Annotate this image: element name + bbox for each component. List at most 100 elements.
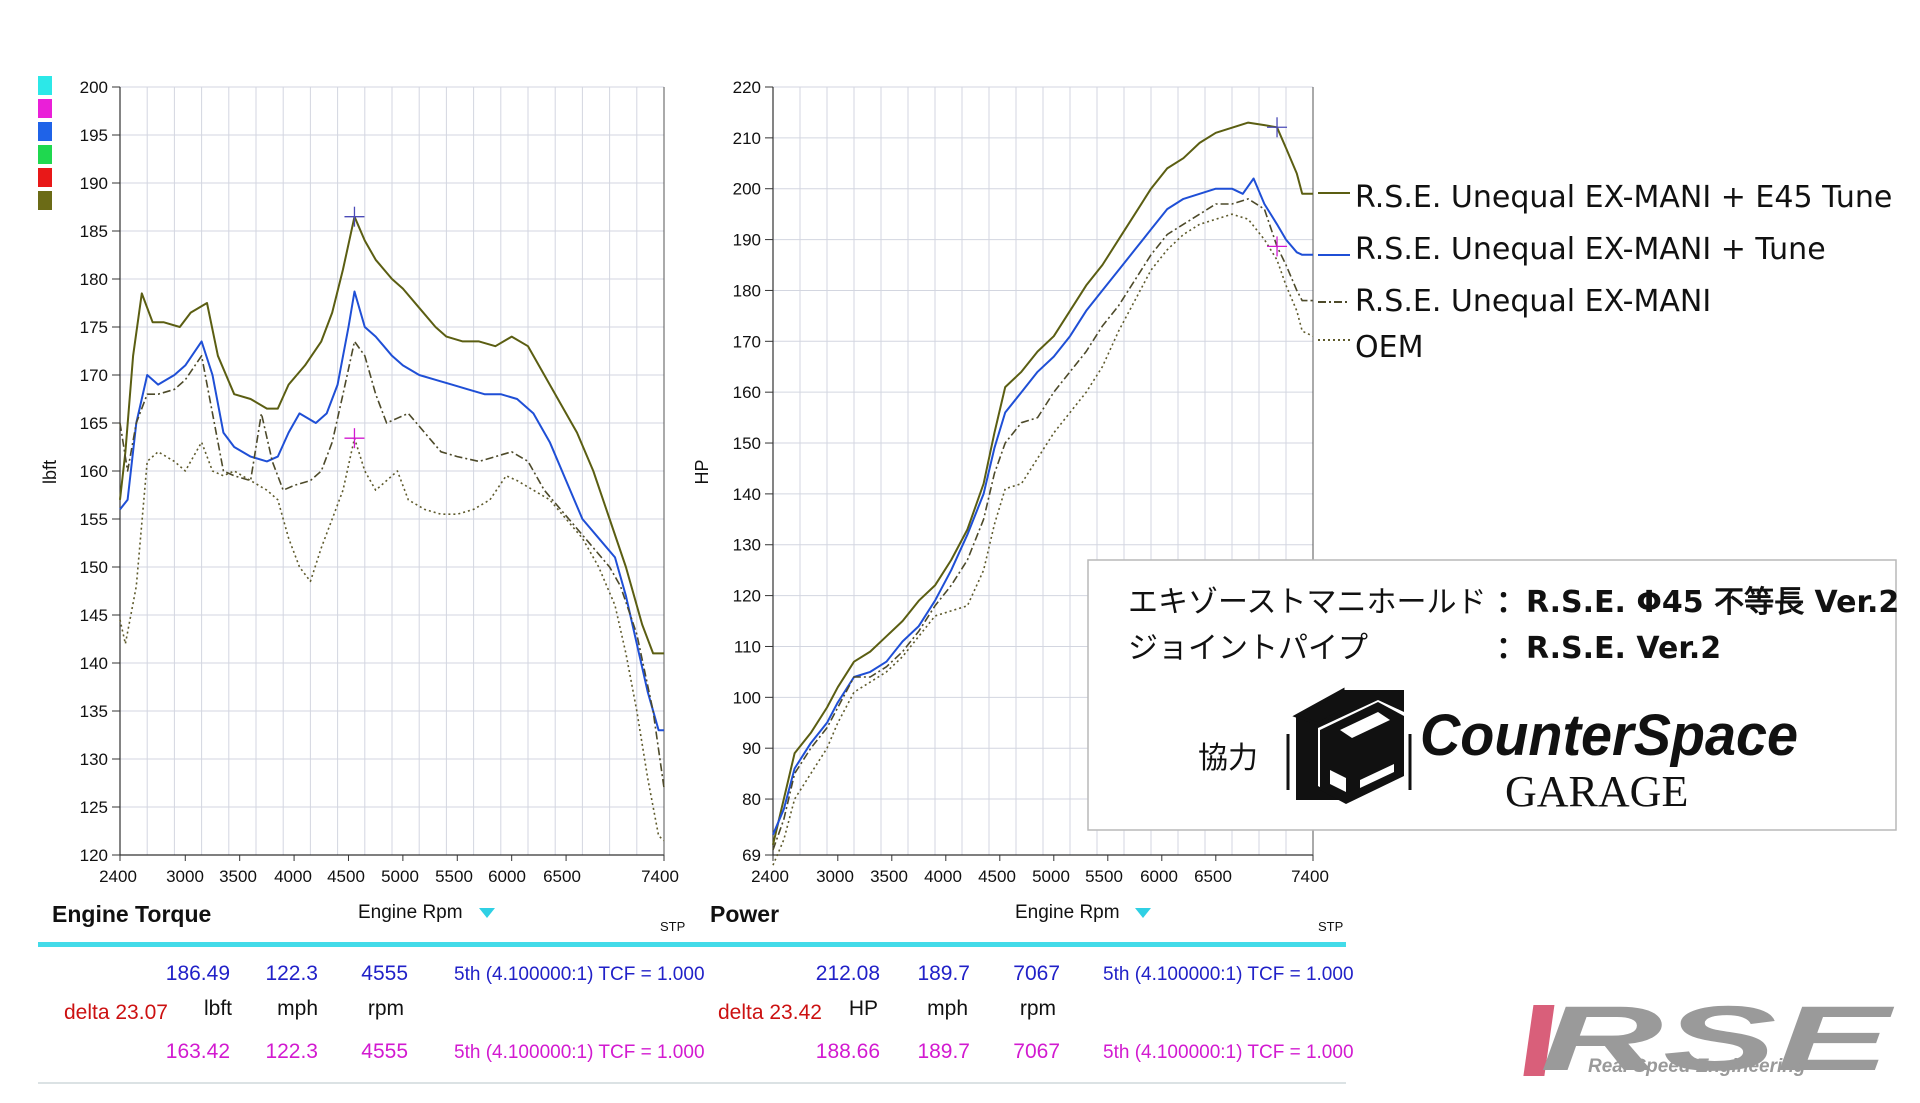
torque-xaxis-dropdown-icon[interactable] <box>479 908 495 918</box>
power-y-tick-label: 110 <box>734 637 761 656</box>
torque-y-tick-label: 170 <box>80 366 108 385</box>
legend-label-e45-tune: R.S.E. Unequal EX-MANI + E45 Tune <box>1355 180 1892 215</box>
torque-unit-2: mph <box>277 997 318 1020</box>
legend-label-tune: R.S.E. Unequal EX-MANI + Tune <box>1355 232 1826 267</box>
legend-label-oem: OEM <box>1355 330 1423 365</box>
power-readout-panel: Power Engine Rpm STP 212.08 189.7 7067 5… <box>690 901 1354 1063</box>
power-x-tick-label: 2400 <box>751 867 789 886</box>
series-swatch-1[interactable] <box>38 76 52 95</box>
power-row3-gear: 5th (4.100000:1) TCF = 1.000 <box>1103 1042 1354 1063</box>
series-color-swatches <box>38 76 52 210</box>
torque-y-tick-label: 175 <box>80 318 108 337</box>
torque-x-tick-label: 3500 <box>219 867 257 886</box>
series-swatch-4[interactable] <box>38 145 52 164</box>
torque-y-tick-label: 195 <box>80 126 108 145</box>
power-y-tick-label: 130 <box>733 536 761 555</box>
torque-y-tick-label: 185 <box>80 222 108 241</box>
info-box-frame <box>1087 559 1897 831</box>
power-y-tick-label: 90 <box>742 739 761 758</box>
power-x-tick-label: 4000 <box>924 867 962 886</box>
torque-series-line-2 <box>119 290 664 732</box>
power-row1-value-2: 189.7 <box>917 962 970 985</box>
power-x-tick-label: 3000 <box>816 867 854 886</box>
torque-y-tick-label: 135 <box>80 702 108 721</box>
joint-pipe-label: ジョイントパイプ <box>1128 631 1368 666</box>
power-y-tick-label: 69 <box>742 846 761 865</box>
legend-label-ex-mani: R.S.E. Unequal EX-MANI <box>1355 284 1711 319</box>
torque-y-tick-label: 180 <box>80 270 108 289</box>
power-y-tick-label: 220 <box>733 78 761 97</box>
torque-series-line-3 <box>119 340 665 788</box>
torque-x-tick-label: 5500 <box>435 867 473 886</box>
power-y-tick-label: 190 <box>733 231 761 250</box>
power-x-tick-label: 4500 <box>978 867 1016 886</box>
torque-series-line-1 <box>119 215 664 655</box>
torque-row1-gear: 5th (4.100000:1) TCF = 1.000 <box>454 964 705 985</box>
power-row3-value-1: 188.66 <box>816 1040 880 1063</box>
torque-x-tick-label: 4000 <box>274 867 312 886</box>
power-xaxis-dropdown-icon[interactable] <box>1135 908 1151 918</box>
torque-y-tick-label: 200 <box>80 78 108 97</box>
power-y-tick-label: 210 <box>733 129 761 148</box>
torque-y-tick-label: 145 <box>80 606 108 625</box>
power-y-tick-label: 80 <box>742 790 761 809</box>
power-row3-value-2: 189.7 <box>917 1040 970 1063</box>
torque-x-tick-label: 6500 <box>543 867 581 886</box>
power-series-line-3 <box>772 198 1313 851</box>
series-swatch-2[interactable] <box>38 99 52 118</box>
power-x-tick-label: 5000 <box>1032 867 1070 886</box>
torque-y-tick-label: 165 <box>80 414 108 433</box>
torque-y-tick-label: 155 <box>80 510 108 529</box>
torque-series-line-4 <box>119 437 665 842</box>
power-y-tick-label: 150 <box>733 434 761 453</box>
torque-row1-value-2: 122.3 <box>265 962 318 985</box>
power-y-tick-label: 100 <box>733 688 761 707</box>
rse-logo-stripe-1 <box>1523 1005 1555 1076</box>
series-swatch-3[interactable] <box>38 122 52 141</box>
power-unit-1: HP <box>849 997 878 1020</box>
torque-delta: delta 23.07 <box>64 1001 168 1024</box>
power-row1-value-3: 7067 <box>1013 962 1060 985</box>
torque-y-tick-label: 125 <box>80 798 108 817</box>
torque-panel-stp: STP <box>660 919 685 934</box>
power-x-tick-label: 3500 <box>870 867 908 886</box>
power-chart: 69 80 90 100 110 120 130 140 150 160 170 180 190 200 2… <box>692 78 1329 886</box>
power-row1-gear: 5th (4.100000:1) TCF = 1.000 <box>1103 964 1354 985</box>
legend: R.S.E. Unequal EX-MANI + E45 Tune R.S.E.… <box>1318 180 1892 365</box>
torque-x-tick-label: 6000 <box>488 867 526 886</box>
torque-row1-value-1: 186.49 <box>166 962 230 985</box>
torque-row1-value-3: 4555 <box>361 962 408 985</box>
torque-y-axis-label: lbft <box>40 460 60 484</box>
torque-y-tick-label: 140 <box>80 654 108 673</box>
counterspace-brand-name: CounterSpace <box>1420 703 1798 768</box>
power-delta: delta 23.42 <box>718 1001 822 1024</box>
power-x-tick-label: 6000 <box>1140 867 1178 886</box>
series-swatch-6[interactable] <box>38 191 52 210</box>
power-panel-title: Power <box>710 901 779 927</box>
exhaust-manifold-value: ：R.S.E. Φ45 不等長 Ver.2 <box>1496 585 1899 620</box>
torque-readout-panel: Engine Torque Engine Rpm STP 186.49 122.… <box>38 901 705 1063</box>
power-series-line-1 <box>772 121 1313 846</box>
cooperation-label: 協力 <box>1198 741 1258 776</box>
series-swatch-5[interactable] <box>38 168 52 187</box>
power-panel-stp: STP <box>1318 919 1343 934</box>
torque-x-tick-label: 7400 <box>641 867 679 886</box>
counterspace-logo-icon <box>1286 687 1412 804</box>
torque-row3-value-1: 163.42 <box>166 1040 230 1063</box>
power-row3-value-3: 7067 <box>1013 1040 1060 1063</box>
power-y-tick-label: 120 <box>733 587 761 606</box>
torque-y-tick-label: 190 <box>80 174 108 193</box>
torque-x-tick-label: 4500 <box>327 867 365 886</box>
power-x-tick-label: 6500 <box>1194 867 1232 886</box>
power-y-axis-label: HP <box>692 459 712 484</box>
power-panel-xlabel: Engine Rpm <box>1015 902 1120 923</box>
power-unit-2: mph <box>927 997 968 1020</box>
rse-logo-text: RSE <box>1540 988 1895 1090</box>
torque-panel-xlabel: Engine Rpm <box>358 902 463 923</box>
torque-row3-gear: 5th (4.100000:1) TCF = 1.000 <box>454 1042 705 1063</box>
power-y-tick-label: 140 <box>733 485 761 504</box>
power-y-tick-label: 160 <box>733 383 761 402</box>
torque-x-tick-label: 2400 <box>99 867 137 886</box>
power-y-tick-label: 170 <box>733 332 761 351</box>
